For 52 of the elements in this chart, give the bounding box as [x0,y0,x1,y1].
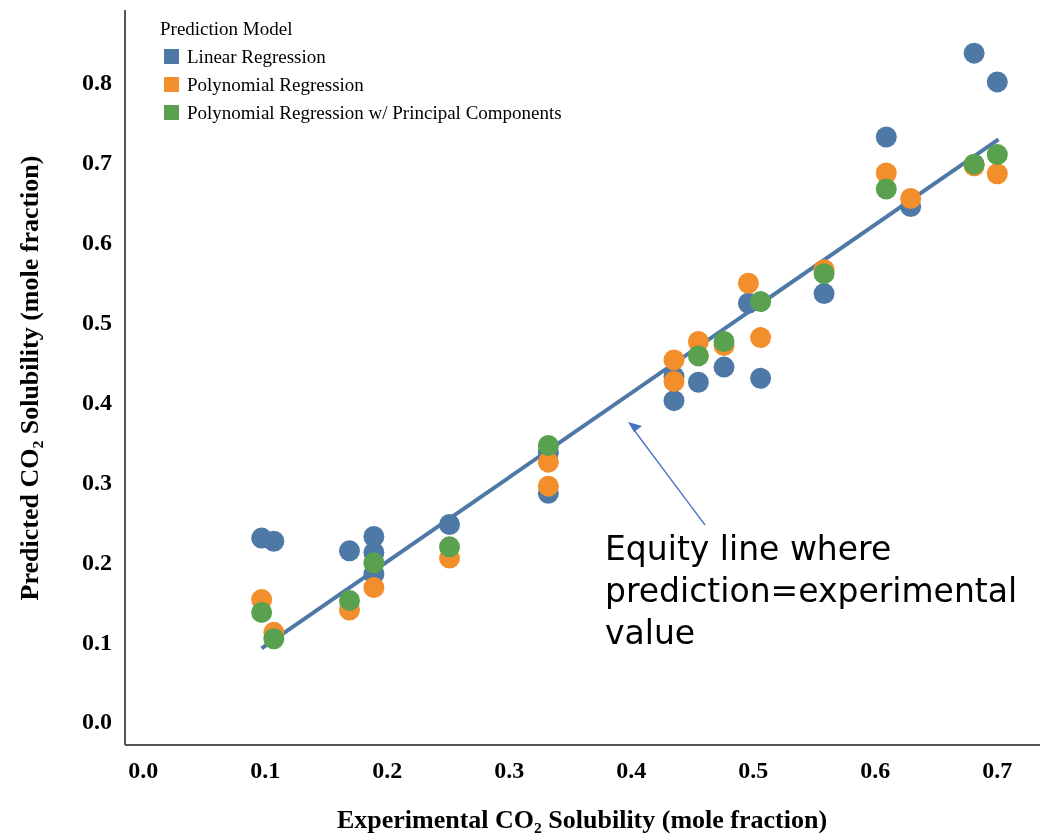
point [338,540,360,562]
point [663,371,685,392]
point [750,367,772,389]
x-tick-label: 0.1 [250,757,281,783]
y-tick-label: 0.1 [82,628,112,655]
y-tick-label: 0.5 [82,308,112,335]
x-tick-label: 0.0 [128,757,159,783]
point [900,188,922,210]
point [439,514,461,535]
point [813,283,835,305]
x-tick-label: 0.6 [860,757,891,783]
point [687,371,709,393]
point [251,601,273,623]
point [713,356,735,378]
y-tick-label: 0.0 [82,708,112,735]
legend-label: Polynomial Regression w/ Principal Components [187,101,562,123]
point [663,390,685,412]
point [875,178,897,200]
point [263,628,285,650]
point [439,536,461,558]
point [986,144,1008,166]
x-tick-label: 0.7 [982,757,1013,783]
x-tick-label: 0.3 [494,757,525,783]
y-axis-title: Predicted CO₂ Solubility (mole fraction) [15,155,44,601]
point [986,71,1008,93]
x-tick-label: 0.2 [372,757,403,783]
y-tick-label: 0.8 [82,69,112,96]
point [338,589,360,611]
point [363,552,385,574]
point [750,291,772,313]
point [737,272,759,294]
y-tick-label: 0.3 [82,468,112,495]
point [537,475,559,497]
point [263,530,285,552]
point [363,577,385,599]
point [750,327,772,349]
y-tick-label: 0.4 [82,388,112,415]
legend-title: Prediction Model [160,18,293,40]
y-tick-label: 0.2 [82,548,112,575]
legend-label: Polynomial Regression [187,73,365,95]
point [875,126,897,148]
y-tick-label: 0.7 [82,149,112,176]
x-axis-title: Experimental CO₂ Solubility (mole fraction) [336,805,828,834]
x-tick-label: 0.4 [616,757,647,783]
x-tick-label: 0.5 [738,757,769,783]
point [663,349,685,371]
y-tick-label: 0.6 [82,229,112,256]
point [687,345,709,367]
point [986,163,1008,185]
point [963,42,985,64]
annotation: Equity line where prediction=experimental value [605,529,1018,652]
legend-label: Linear Regression [187,45,327,67]
